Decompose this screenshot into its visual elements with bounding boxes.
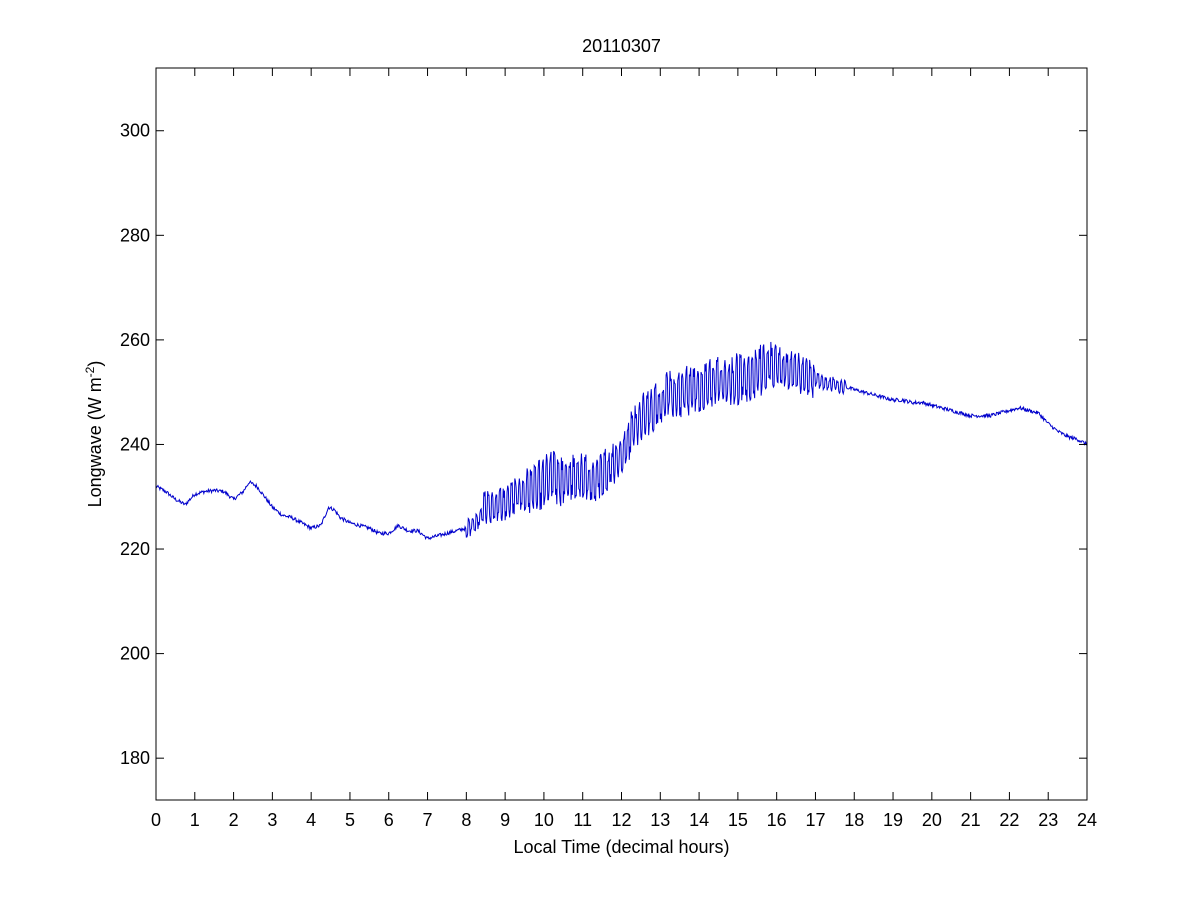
plot-area (156, 68, 1087, 800)
x-tick-label: 14 (689, 810, 709, 830)
x-tick-label: 13 (650, 810, 670, 830)
x-tick-label: 11 (573, 810, 592, 830)
y-tick-label: 200 (120, 644, 150, 664)
x-tick-label: 1 (190, 810, 200, 830)
x-tick-label: 18 (844, 810, 864, 830)
chart-title: 20110307 (582, 36, 661, 56)
x-tick-label: 15 (728, 810, 748, 830)
y-tick-label: 260 (120, 330, 150, 350)
y-axis-label-close: ) (85, 361, 105, 367)
axes-box (155, 67, 1088, 801)
y-tick-label: 280 (120, 225, 150, 245)
data-layer (155, 341, 1088, 541)
x-tick-label: 22 (999, 810, 1019, 830)
y-axis-label-sup: -2 (83, 366, 97, 377)
y-axis-label: Longwave (W m-2) (83, 361, 105, 508)
x-tick-label: 16 (767, 810, 787, 830)
x-tick-label: 7 (423, 810, 433, 830)
x-tick-label: 20 (922, 810, 942, 830)
x-tick-label: 2 (229, 810, 239, 830)
x-tick-label: 10 (534, 810, 554, 830)
x-tick-label: 24 (1077, 810, 1097, 830)
y-tick-label: 180 (120, 748, 150, 768)
x-tick-label: 12 (611, 810, 631, 830)
x-tick-label: 19 (883, 810, 903, 830)
x-tick-label: 17 (805, 810, 825, 830)
x-axis-label: Local Time (decimal hours) (513, 837, 729, 857)
x-tick-label: 3 (267, 810, 277, 830)
y-tick-label: 220 (120, 539, 150, 559)
tick-layer: 0 1 2 3 4 5 6 7 8 9 10 11 12 13 14 15 16 17 18 19 20 21 22 23 24… (120, 68, 1097, 830)
x-tick-label: 4 (306, 810, 316, 830)
x-tick-label: 21 (961, 810, 981, 830)
x-tick-label: 0 (151, 810, 161, 830)
x-tick-label: 9 (500, 810, 510, 830)
x-tick-label: 23 (1038, 810, 1058, 830)
series-line (155, 341, 1088, 541)
x-tick-label: 6 (384, 810, 394, 830)
x-tick-label: 8 (461, 810, 471, 830)
y-tick-label: 300 (120, 121, 150, 141)
x-tick-label: 5 (345, 810, 355, 830)
y-axis-label-main: Longwave (W m (85, 377, 105, 507)
y-tick-label: 240 (120, 434, 150, 454)
